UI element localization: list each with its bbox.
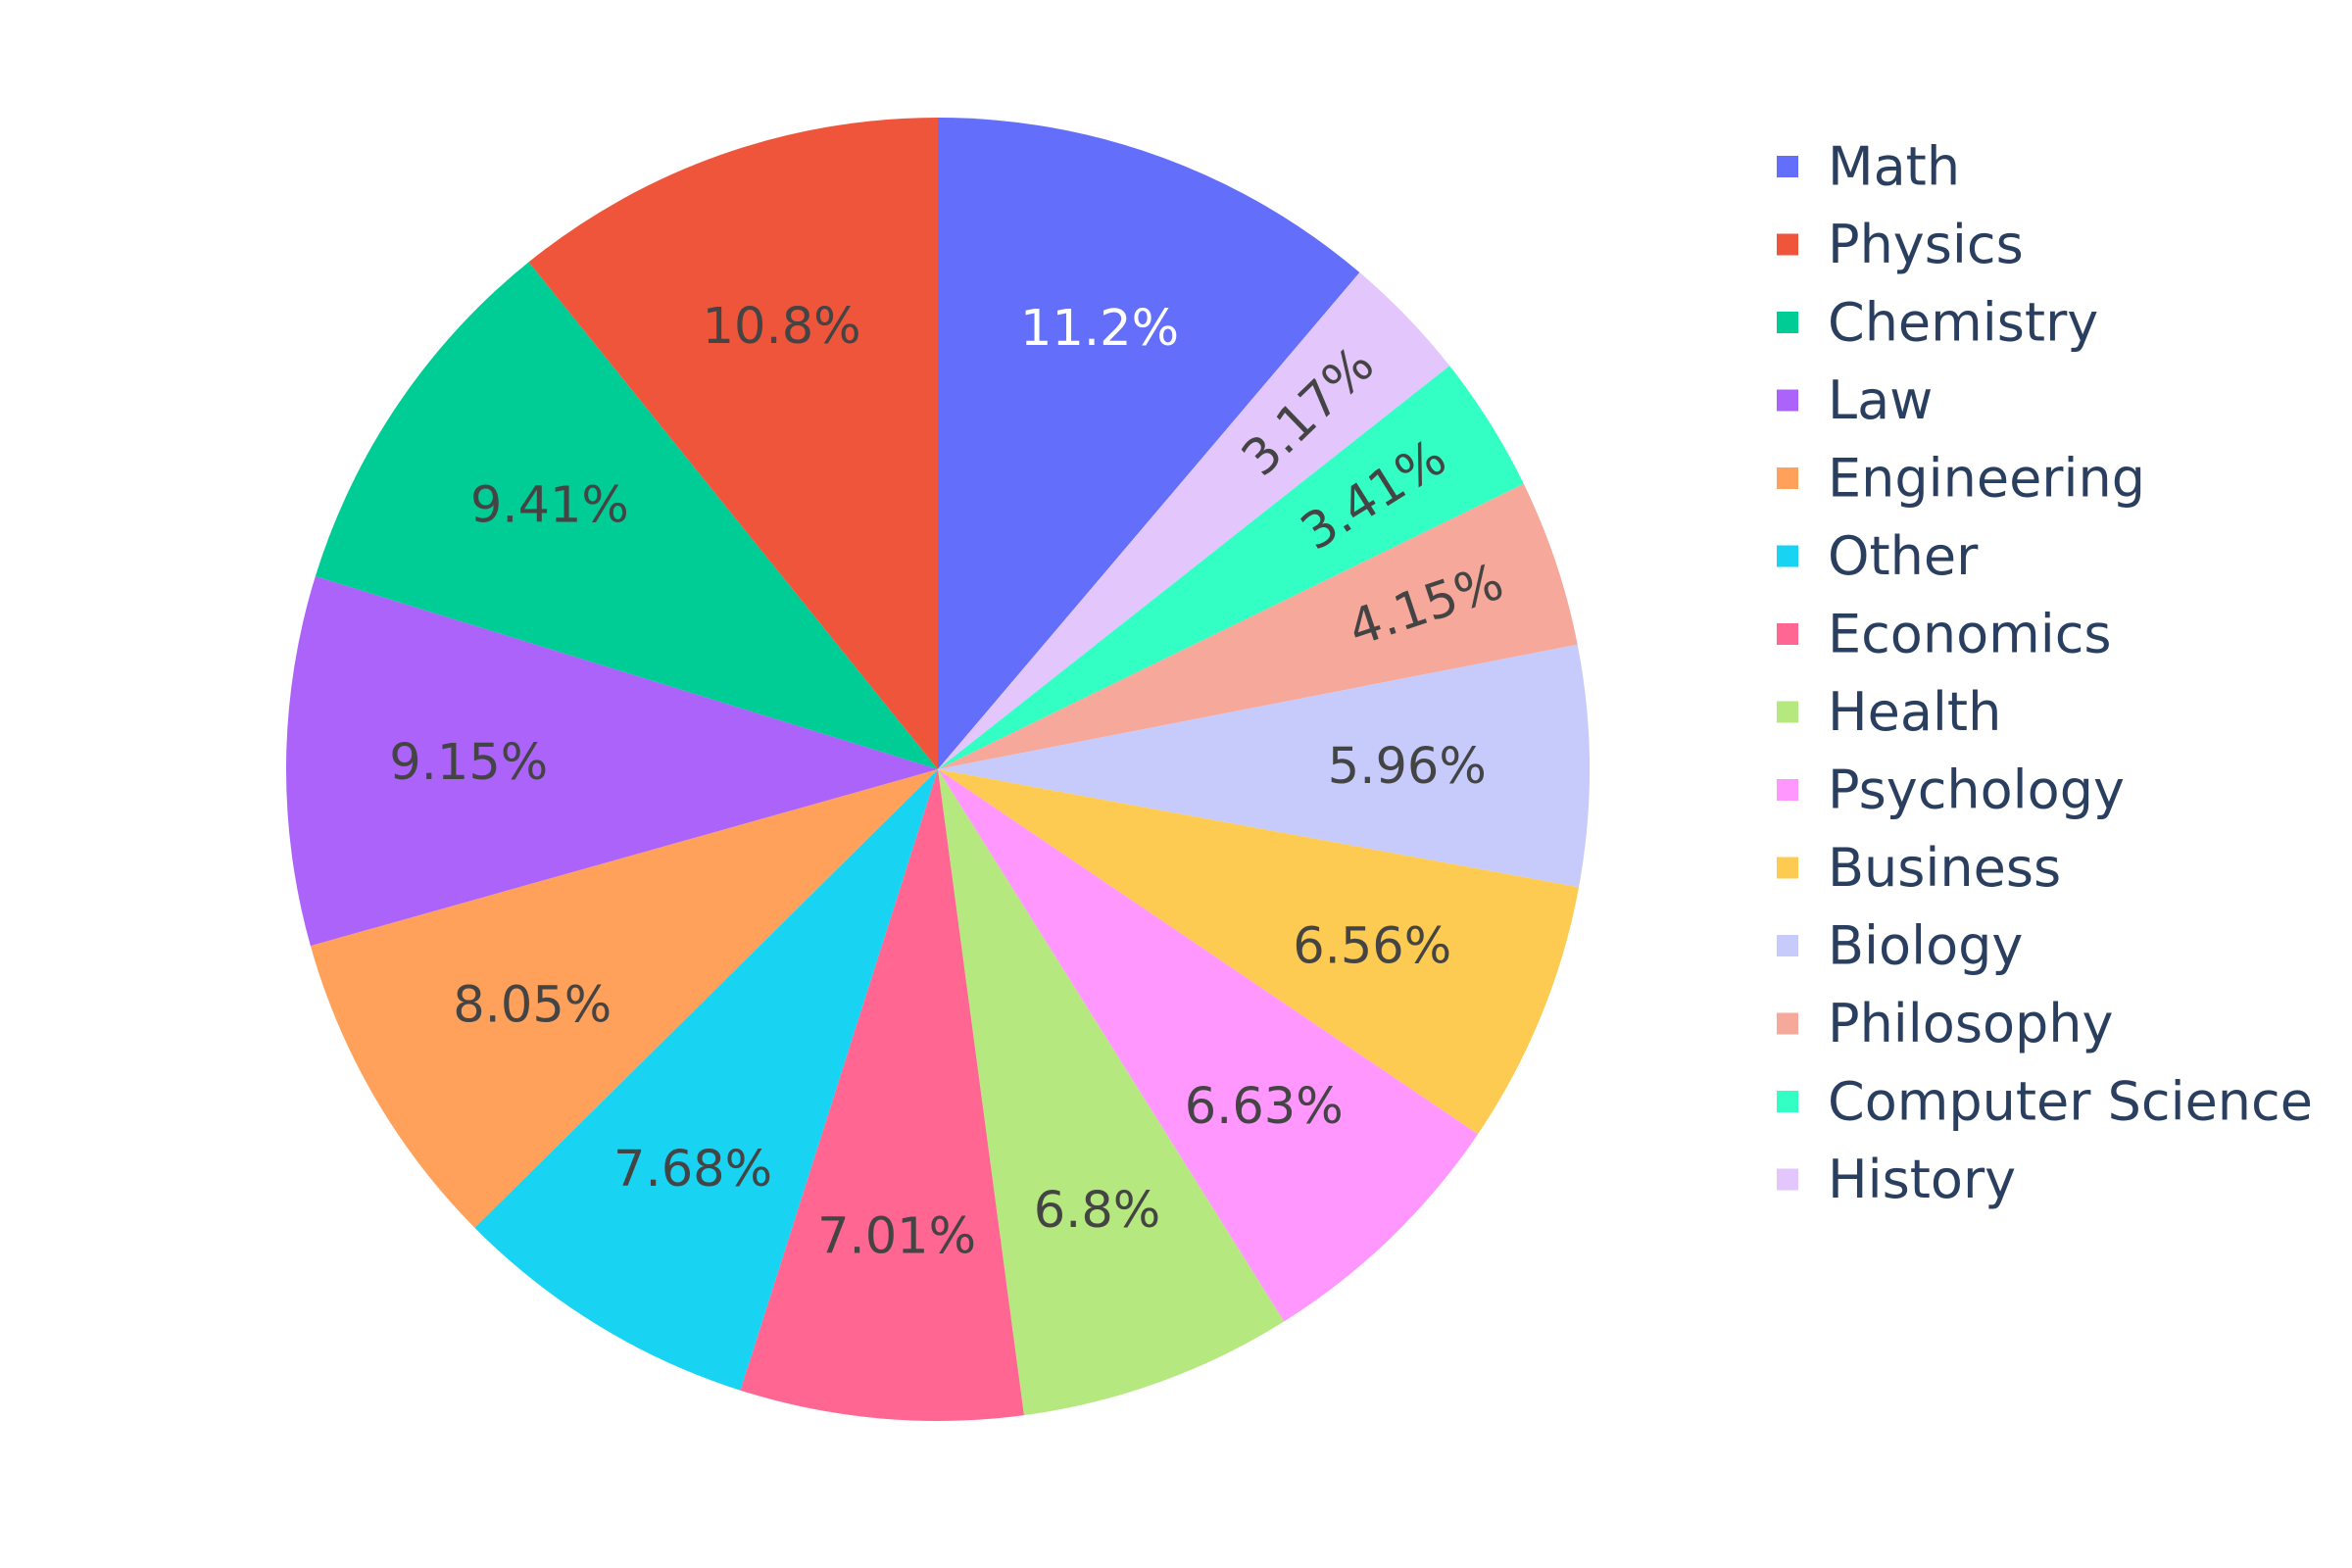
pie-slice-label-chemistry: 9.41% <box>470 477 629 535</box>
legend-item-history[interactable]: History <box>1777 1149 2016 1210</box>
legend-label: Psychology <box>1828 760 2125 821</box>
pie-slices <box>285 118 1591 1421</box>
legend-swatch <box>1777 1012 1798 1035</box>
legend-item-health[interactable]: Health <box>1777 681 2001 743</box>
legend-swatch <box>1777 1091 1798 1112</box>
legend-item-biology[interactable]: Biology <box>1777 915 2023 977</box>
legend-swatch <box>1777 156 1798 177</box>
legend-item-engineering[interactable]: Engineering <box>1777 448 2145 510</box>
pie-slice-math[interactable] <box>938 118 1360 769</box>
legend-item-computer-science[interactable]: Computer Science <box>1777 1071 2313 1133</box>
pie-slice-history[interactable] <box>938 272 1450 769</box>
legend-label: History <box>1828 1149 2016 1210</box>
pie-slice-label-economics: 7.01% <box>817 1207 976 1265</box>
pie-slice-label-math: 11.2% <box>1020 300 1179 358</box>
legend-swatch <box>1777 389 1798 412</box>
legend-label: Law <box>1828 369 1933 431</box>
legend-swatch <box>1777 233 1798 256</box>
legend-item-philosophy[interactable]: Philosophy <box>1777 993 2113 1054</box>
legend-label: Philosophy <box>1828 993 2113 1054</box>
pie-slice-economics[interactable] <box>740 769 1024 1421</box>
legend-label: Other <box>1828 525 1979 587</box>
pie-slice-law[interactable] <box>285 576 938 947</box>
legend-label: Physics <box>1828 214 2024 275</box>
legend-item-other[interactable]: Other <box>1777 525 1979 587</box>
legend: Math Physics Chemistry Law Engineering Other E… <box>1777 136 2313 1210</box>
legend-label: Computer Science <box>1828 1071 2313 1133</box>
pie-slice-label-business: 6.56% <box>1293 918 1451 976</box>
legend-swatch <box>1777 779 1798 801</box>
pie-slice-label-health: 6.8% <box>1034 1182 1161 1240</box>
pie-slice-computer-science[interactable] <box>938 366 1524 769</box>
pie-slice-label-psychology: 6.63% <box>1185 1078 1344 1136</box>
legend-swatch <box>1777 1168 1798 1191</box>
legend-label: Math <box>1828 136 1960 198</box>
pie-slice-engineering[interactable] <box>310 769 938 1228</box>
legend-swatch <box>1777 467 1798 489</box>
legend-swatch <box>1777 623 1798 645</box>
pie-slice-label-physics: 10.8% <box>703 298 861 356</box>
legend-swatch <box>1777 701 1798 723</box>
legend-label: Health <box>1828 681 2001 743</box>
legend-item-physics[interactable]: Physics <box>1777 214 2024 275</box>
pie-slice-physics[interactable] <box>528 118 938 769</box>
legend-item-law[interactable]: Law <box>1777 369 1933 431</box>
pie-slice-label-biology: 5.96% <box>1328 738 1487 796</box>
legend-label: Engineering <box>1828 448 2145 510</box>
legend-label: Economics <box>1828 604 2112 665</box>
pie-slice-label-other: 7.68% <box>613 1141 772 1199</box>
pie-slice-label-engineering: 8.05% <box>453 976 612 1034</box>
pie-slice-chemistry[interactable] <box>315 262 938 769</box>
legend-item-business[interactable]: Business <box>1777 837 2061 899</box>
legend-swatch <box>1777 312 1798 333</box>
legend-label: Biology <box>1828 915 2023 977</box>
legend-item-psychology[interactable]: Psychology <box>1777 760 2125 821</box>
legend-item-chemistry[interactable]: Chemistry <box>1777 292 2098 354</box>
pie-slice-philosophy[interactable] <box>938 483 1578 769</box>
pie-slice-business[interactable] <box>938 769 1580 1135</box>
legend-swatch <box>1777 857 1798 879</box>
pie-slice-psychology[interactable] <box>938 769 1479 1322</box>
legend-swatch <box>1777 935 1798 956</box>
pie-slice-other[interactable] <box>474 769 938 1391</box>
legend-item-economics[interactable]: Economics <box>1777 604 2112 665</box>
legend-swatch <box>1777 545 1798 567</box>
legend-label: Business <box>1828 837 2061 899</box>
pie-slice-label-law: 9.15% <box>389 734 548 792</box>
pie-slice-biology[interactable] <box>938 644 1591 888</box>
legend-item-math[interactable]: Math <box>1777 136 1960 198</box>
legend-label: Chemistry <box>1828 292 2098 354</box>
pie-slice-health[interactable] <box>938 769 1285 1416</box>
